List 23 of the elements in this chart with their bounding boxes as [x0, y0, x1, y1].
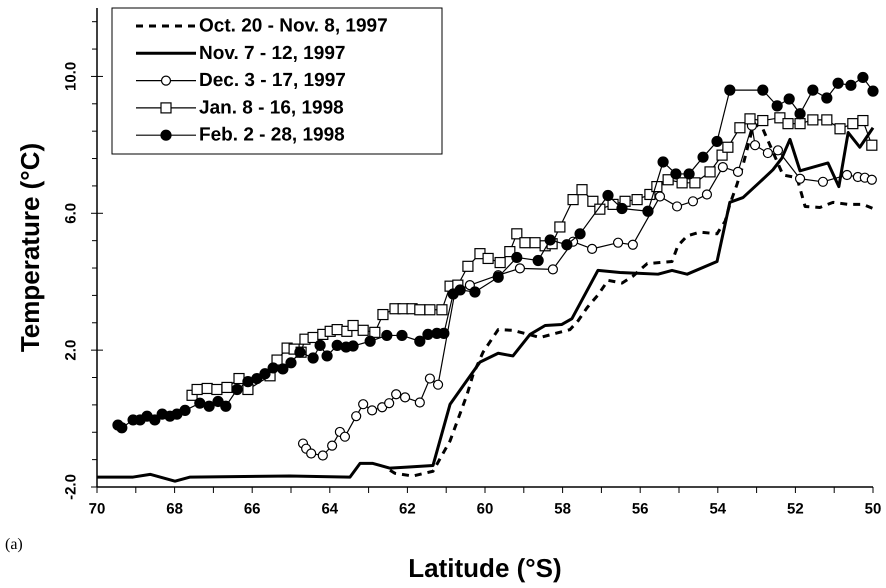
y-tick-label: 10.0	[62, 62, 80, 92]
legend-label: Dec. 3 - 17, 1997	[199, 70, 346, 92]
x-tick-label: 60	[476, 500, 494, 518]
legend-label: Feb. 2 - 28, 1998	[199, 124, 345, 146]
x-tick-label: 56	[632, 500, 649, 518]
x-tick-label: 52	[787, 500, 804, 518]
x-tick-label: 62	[399, 500, 416, 518]
x-tick-label: 58	[554, 500, 571, 518]
y-tick-label: 6.0	[62, 202, 80, 224]
legend-label: Oct. 20 - Nov. 8, 1997	[199, 16, 388, 36]
x-tick-label: 50	[864, 500, 882, 518]
x-axis-title: Latitude (°S)	[408, 553, 562, 583]
y-tick-label: 2.0	[62, 340, 80, 361]
x-tick-label: 54	[709, 500, 727, 518]
x-tick-label: 70	[88, 500, 106, 518]
x-tick-label: 64	[321, 500, 339, 518]
legend-label: Nov. 7 - 12, 1997	[199, 42, 346, 64]
y-axis-title: Temperature (°C)	[15, 142, 45, 352]
legend-label: Jan. 8 - 16, 1998	[199, 97, 344, 118]
y-tick-label: -2.0	[62, 474, 80, 500]
x-tick-label: 66	[244, 500, 261, 518]
x-tick-label: 68	[166, 500, 183, 518]
text: (a)	[5, 536, 23, 553]
